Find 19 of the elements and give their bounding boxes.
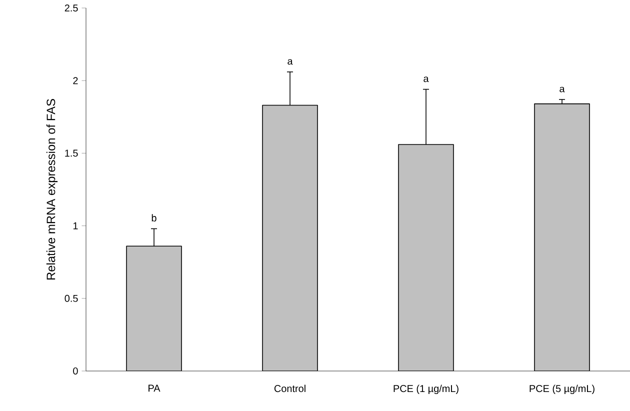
- x-tick-label: PCE (5 µg/mL): [530, 384, 594, 394]
- x-tick-label: Control: [274, 384, 306, 392]
- annotation: a: [424, 76, 429, 82]
- y-tick-label: 0: [73, 367, 78, 375]
- bar: [398, 144, 454, 371]
- annotation: b: [152, 214, 156, 222]
- y-axis-title: Relative mRNA expression of FAS: [46, 99, 58, 280]
- x-tick-label: PCE (1 µg/mL): [394, 384, 458, 394]
- bar: [534, 103, 590, 371]
- y-tick-label: 1: [73, 222, 78, 230]
- y-tick-label: 2: [73, 77, 78, 84]
- bar: [126, 246, 182, 371]
- bar: [262, 104, 318, 371]
- annotation: a: [560, 86, 565, 92]
- y-tick-label: 2.5: [64, 4, 78, 12]
- annotation: a: [288, 59, 293, 65]
- y-tick-label: 1.5: [65, 150, 78, 157]
- y-tick-label: 0.5: [64, 294, 78, 302]
- x-tick-label: PA: [148, 384, 160, 392]
